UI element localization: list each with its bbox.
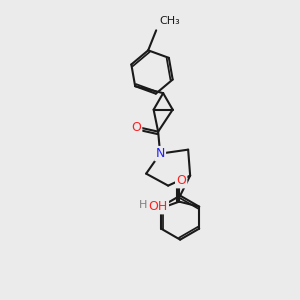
Text: O: O xyxy=(176,174,186,187)
Text: N: N xyxy=(155,147,165,160)
Text: OH: OH xyxy=(148,200,168,213)
Text: H: H xyxy=(139,200,147,210)
Text: O: O xyxy=(131,121,141,134)
Text: CH₃: CH₃ xyxy=(159,16,180,26)
